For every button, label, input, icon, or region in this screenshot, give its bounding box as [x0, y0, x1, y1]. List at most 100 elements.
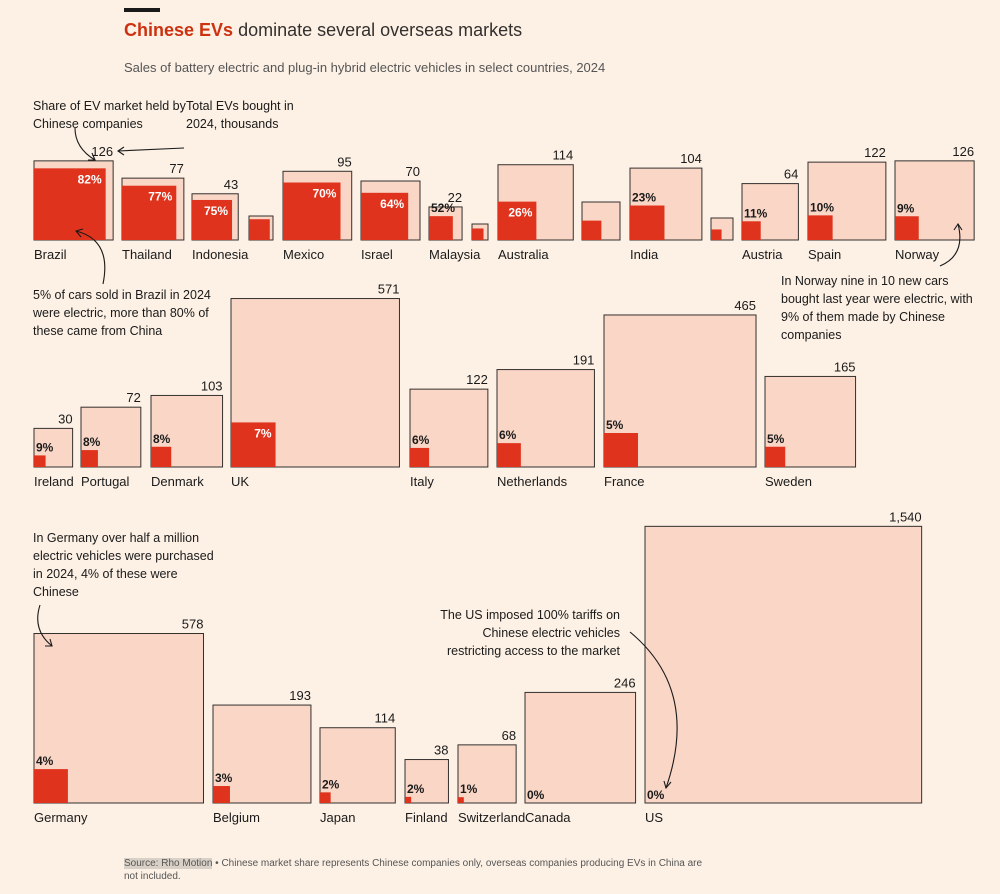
share-label-denmark: 8% — [153, 432, 171, 446]
total-label-japan: 114 — [375, 711, 396, 726]
country-label-portugal: Portugal — [81, 474, 130, 489]
share-label-germany: 4% — [36, 754, 54, 768]
chinese-square-germany — [34, 769, 68, 803]
country-label-israel: Israel — [361, 247, 393, 262]
total-legend-annotation: Total EVs bought in 2024, thousands — [186, 99, 294, 131]
arrow-brazil — [75, 230, 106, 285]
chart-title: Chinese EVs dominate several overseas ma… — [124, 20, 522, 41]
total-label-brazil: 126 — [91, 144, 113, 159]
share-label-us: 0% — [647, 788, 665, 802]
total-label-belgium: 193 — [289, 688, 311, 703]
title-rest: dominate several overseas markets — [238, 20, 523, 40]
chinese-square-japan — [320, 792, 331, 803]
arrow-us-head — [663, 780, 672, 790]
share-label-brazil: 82% — [78, 172, 102, 186]
share-label-netherlands: 6% — [499, 428, 517, 442]
share-label-belgium: 3% — [215, 771, 233, 785]
footer: Source: Rho Motion • Chinese market shar… — [124, 857, 704, 883]
country-label-switzerland: Switzerland — [458, 810, 525, 825]
total-square-switzerland — [457, 744, 517, 804]
country-label-finland: Finland — [405, 810, 448, 825]
arrow-us — [629, 631, 678, 789]
share-label-spain: 10% — [810, 200, 834, 214]
chinese-square-uk — [231, 422, 276, 467]
chart-subtitle: Sales of battery electric and plug-in hy… — [124, 60, 606, 75]
total-label-switzerland: 68 — [502, 728, 516, 743]
arrow-total-head — [117, 146, 125, 156]
share-label-france: 5% — [606, 418, 624, 432]
small-square-fill-2 — [472, 228, 484, 240]
share-label-israel: 64% — [380, 197, 404, 211]
chinese-square-brazil — [34, 168, 106, 240]
share-label-indonesia: 75% — [204, 204, 228, 218]
arrow-germany — [37, 604, 53, 647]
share-label-india: 23% — [632, 191, 656, 205]
small-square-fill-3 — [582, 220, 602, 240]
country-label-netherlands: Netherlands — [497, 474, 568, 489]
total-square-japan — [319, 727, 396, 804]
small-square-fill-1 — [249, 219, 270, 240]
arrow-norway — [939, 223, 961, 267]
country-label-uk: UK — [231, 474, 249, 489]
country-label-brazil: Brazil — [34, 247, 67, 262]
country-label-denmark: Denmark — [151, 474, 204, 489]
total-label-israel: 70 — [406, 164, 420, 179]
share-legend-annotation: Share of EV market held by Chinese compa… — [33, 99, 186, 131]
total-label-india: 104 — [680, 151, 702, 166]
norway-annotation: In Norway nine in 10 new cars bought las… — [781, 274, 973, 342]
share-label-sweden: 5% — [767, 432, 785, 446]
share-label-switzerland: 1% — [460, 782, 478, 796]
country-label-france: France — [604, 474, 644, 489]
total-label-netherlands: 191 — [573, 353, 595, 368]
arrow-share-head — [88, 152, 96, 161]
chinese-square-sweden — [765, 446, 786, 467]
chinese-square-australia — [498, 201, 537, 240]
country-label-germany: Germany — [34, 810, 88, 825]
total-label-finland: 38 — [434, 743, 448, 758]
country-label-australia: Australia — [498, 247, 549, 262]
share-label-italy: 6% — [412, 433, 430, 447]
total-label-germany: 578 — [182, 617, 204, 632]
arrow-germany-head — [45, 638, 53, 647]
total-label-thailand: 77 — [169, 161, 183, 176]
country-label-us: US — [645, 810, 663, 825]
total-label-portugal: 72 — [126, 390, 140, 405]
chinese-square-denmark — [151, 446, 172, 467]
chinese-square-netherlands — [497, 443, 521, 467]
chinese-square-portugal — [81, 450, 98, 467]
brazil-annotation: 5% of cars sold in Brazil in 2024 were e… — [33, 288, 211, 338]
source-label: Source: Rho Motion — [124, 858, 213, 869]
total-label-canada: 246 — [614, 675, 636, 690]
chinese-square-india — [630, 205, 665, 240]
share-label-australia: 26% — [508, 206, 532, 220]
chinese-square-ireland — [34, 455, 46, 467]
chinese-square-indonesia — [192, 199, 233, 240]
country-label-indonesia: Indonesia — [192, 247, 249, 262]
country-label-ireland: Ireland — [34, 474, 74, 489]
chinese-square-switzerland — [458, 797, 464, 803]
country-label-thailand: Thailand — [122, 247, 172, 262]
share-label-uk: 7% — [254, 426, 272, 440]
arrow-share — [74, 127, 96, 161]
share-label-thailand: 77% — [148, 190, 172, 204]
country-label-japan: Japan — [320, 810, 355, 825]
total-label-us: 1,540 — [889, 509, 922, 524]
chinese-square-malaysia — [429, 216, 453, 240]
total-label-indonesia: 43 — [224, 177, 238, 192]
chinese-square-norway — [895, 216, 919, 240]
country-label-sweden: Sweden — [765, 474, 812, 489]
us-annotation: The US imposed 100% tariffs on Chinese e… — [440, 608, 620, 658]
country-label-norway: Norway — [895, 247, 940, 262]
total-label-australia: 114 — [553, 148, 574, 163]
chinese-square-france — [604, 433, 638, 467]
arrow-total — [117, 147, 185, 152]
chinese-square-belgium — [213, 786, 230, 803]
total-label-malaysia: 22 — [448, 190, 462, 205]
arrow-norway-head — [953, 223, 963, 231]
total-label-mexico: 95 — [337, 154, 351, 169]
chinese-square-spain — [808, 215, 833, 240]
title-rule — [124, 8, 160, 12]
country-label-malaysia: Malaysia — [429, 247, 481, 262]
total-square-us — [644, 525, 923, 804]
share-label-mexico: 70% — [312, 187, 336, 201]
